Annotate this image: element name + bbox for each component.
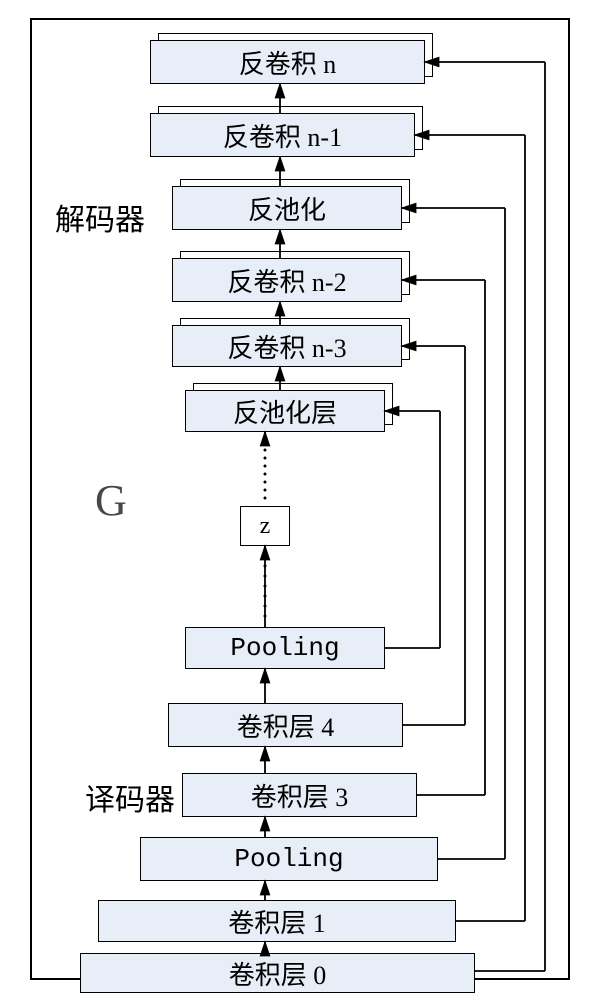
deconv_n1-box: 反卷积 n-1 [150,113,415,157]
decoder-label: 解码器 [55,195,145,239]
pool_top-box: Pooling [185,627,385,669]
deconv_n3-box: 反卷积 n-3 [172,325,402,367]
z-box: z [240,506,290,546]
conv3-box: 卷积层 3 [182,773,417,817]
unpool_top-box: 反池化 [172,186,402,230]
diagram-canvas: G 解码器 译码器 反卷积 n 反卷积 n-1 反池化反卷积 n-2 反卷积 n-3 反… [0,0,596,1000]
g-label: G [95,475,127,526]
conv4-box: 卷积层 4 [168,703,403,747]
deconv_n-box: 反卷积 n [150,40,425,84]
pool_bot-box: Pooling [140,837,438,881]
conv1-box: 卷积层 1 [98,900,456,942]
conv0-box: 卷积层 0 [80,953,475,993]
encoder-label: 译码器 [85,775,175,819]
deconv_n2-box: 反卷积 n-2 [172,258,402,302]
unpool_lay-box: 反池化层 [185,390,385,432]
